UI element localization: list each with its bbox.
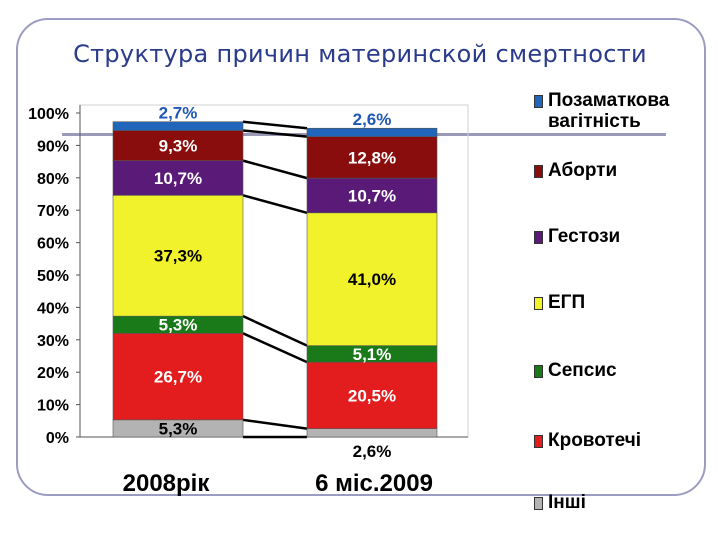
bar-value-label: 10,7%	[348, 186, 396, 205]
bar-value-label: 2,6%	[353, 110, 392, 129]
y-tick-label: 30%	[37, 333, 69, 350]
legend-item: ЕГП	[534, 292, 698, 313]
bar-value-label: 41,0%	[348, 270, 396, 289]
legend-label: Кровотечі	[548, 430, 642, 451]
bar-value-label: 20,5%	[348, 386, 396, 405]
legend-label: Інші	[548, 492, 586, 513]
slide-frame	[16, 18, 706, 496]
y-tick-label: 50%	[37, 268, 69, 285]
y-tick-label: 40%	[37, 300, 69, 317]
x-category-label: 2008рік	[123, 470, 211, 497]
series-line	[242, 120, 308, 130]
legend-label: Сепсис	[548, 360, 617, 381]
legend-label: Аборти	[548, 160, 618, 181]
legend-item: Гестози	[534, 226, 698, 247]
y-tick-label: 0%	[46, 430, 69, 447]
legend-label: ЕГП	[548, 292, 586, 313]
y-tick-label: 60%	[37, 236, 69, 253]
bar-segment	[112, 160, 244, 196]
bar-value-label: 2,7%	[159, 104, 198, 123]
series-line	[242, 129, 308, 138]
bar-segment	[112, 333, 244, 421]
legend-swatch	[534, 435, 543, 448]
series-line	[242, 194, 308, 214]
series-line	[242, 332, 308, 364]
y-tick-label: 90%	[37, 138, 69, 155]
legend-label: Позаматкова вагітність	[548, 90, 670, 132]
legend-item: Кровотечі	[534, 430, 698, 451]
y-tick-label: 70%	[37, 203, 69, 220]
series-line	[242, 159, 308, 180]
y-tick-label: 20%	[37, 365, 69, 382]
bar-segment	[306, 136, 438, 179]
bar-segment	[306, 428, 438, 438]
legend-swatch	[534, 231, 543, 244]
bar-value-label: 5,3%	[159, 419, 198, 438]
legend-item: Сепсис	[534, 360, 698, 381]
legend-swatch	[534, 95, 543, 108]
y-tick-label: 80%	[37, 171, 69, 188]
y-tick-label: 10%	[37, 398, 69, 415]
legend-swatch	[534, 497, 543, 510]
bar-value-label: 26,7%	[154, 368, 202, 387]
series-line	[242, 418, 308, 430]
legend-swatch	[534, 297, 543, 310]
bar-value-label: 12,8%	[348, 148, 396, 167]
bar-segment	[112, 194, 244, 317]
legend-swatch	[534, 365, 543, 378]
legend-swatch	[534, 165, 543, 178]
series-line	[242, 315, 308, 347]
bar-segment	[306, 127, 438, 137]
legend-item: Інші	[534, 492, 698, 513]
x-category-label: 6 міс.2009	[315, 470, 433, 497]
bar-value-label: 5,3%	[159, 316, 198, 335]
bar-value-label: 10,7%	[154, 169, 202, 188]
legend-item: Позаматкова вагітність	[534, 90, 698, 132]
bar-segment	[306, 177, 438, 214]
y-tick-label: 100%	[28, 106, 69, 123]
slide-title: Структура причин материнской смертности	[73, 40, 647, 68]
bar-segment	[112, 121, 244, 131]
bar-segment	[112, 130, 244, 161]
bar-value-label: 5,1%	[353, 345, 392, 364]
legend-item: Аборти	[534, 160, 698, 181]
bar-segment	[306, 212, 438, 346]
legend-label: Гестози	[548, 226, 621, 247]
bar-value-label: 2,6%	[353, 442, 392, 461]
bar-segment	[306, 361, 438, 429]
bar-value-label: 9,3%	[159, 137, 198, 156]
bar-value-label: 37,3%	[154, 247, 202, 266]
